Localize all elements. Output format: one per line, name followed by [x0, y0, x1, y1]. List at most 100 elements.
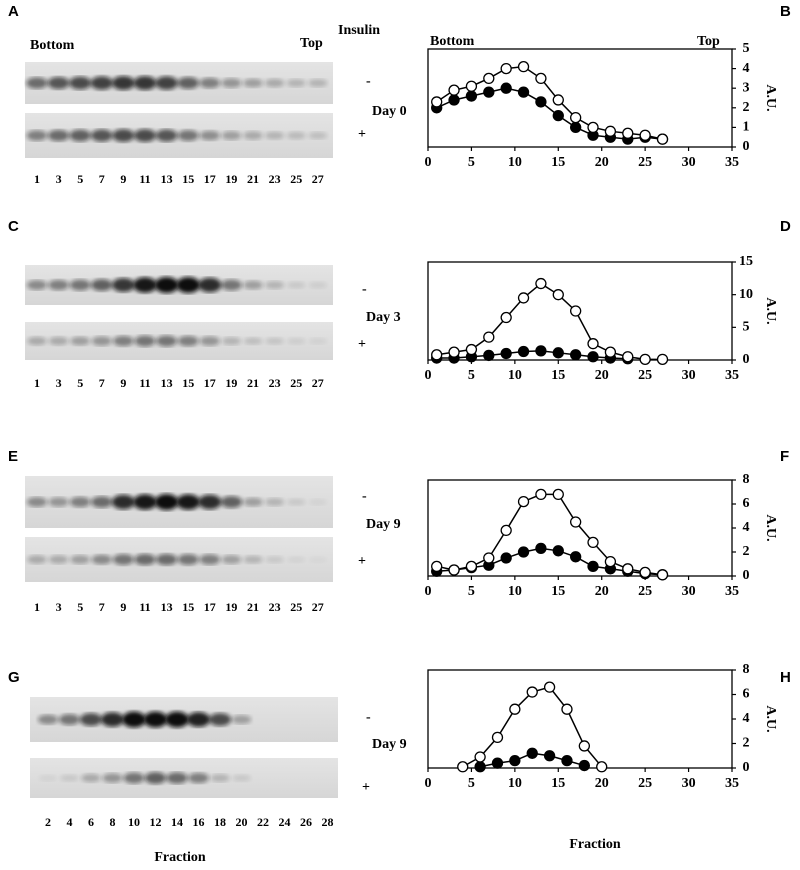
- panel-letter: F: [780, 448, 789, 465]
- blot-band: [123, 772, 145, 784]
- chart-bottom-label: Bottom: [430, 34, 475, 49]
- blot-band: [265, 281, 285, 289]
- lane-label: 23: [269, 376, 281, 390]
- data-point: [517, 60, 530, 73]
- data-point: [483, 86, 495, 98]
- blot-band: [165, 711, 189, 728]
- lane-label: 7: [99, 600, 105, 614]
- y-tick-label: 0: [743, 760, 750, 775]
- y-tick-label: 5: [743, 320, 750, 335]
- blot-band: [264, 78, 285, 88]
- blot-band: [221, 337, 241, 345]
- blot-band: [90, 129, 113, 142]
- lane-label: 25: [290, 376, 302, 390]
- lane-label: 23: [269, 600, 281, 614]
- lane-label: 24: [279, 815, 291, 829]
- data-point: [457, 761, 469, 773]
- blot-band: [144, 772, 167, 784]
- blot-band: [122, 711, 146, 728]
- lane-label: 5: [77, 376, 83, 390]
- x-tick-label: 10: [508, 584, 522, 599]
- data-point: [639, 566, 651, 579]
- data-point: [596, 761, 608, 773]
- blot-band: [155, 76, 178, 90]
- blot-band: [134, 335, 156, 347]
- blot-band: [47, 129, 70, 142]
- data-point: [552, 347, 564, 359]
- panel-letter: C: [8, 218, 19, 235]
- data-point: [431, 96, 443, 108]
- blot-band: [69, 496, 91, 508]
- blot-band: [27, 336, 47, 346]
- x-tick-label: 35: [725, 776, 739, 791]
- blot-band: [286, 498, 306, 506]
- data-point: [622, 127, 634, 139]
- blot-band: [70, 336, 91, 346]
- blot-band: [155, 553, 178, 566]
- series-line: [436, 350, 628, 360]
- y-tick-label: 2: [743, 544, 750, 559]
- data-point: [483, 331, 495, 343]
- data-point: [543, 750, 556, 762]
- blot-band: [198, 494, 222, 510]
- x-tick-label: 35: [725, 155, 739, 170]
- data-point: [448, 564, 460, 576]
- blot-band: [48, 279, 69, 291]
- panel-letter: H: [780, 669, 791, 686]
- lane-label: 28: [322, 815, 334, 829]
- lane-label: 3: [56, 600, 62, 614]
- y-tick-label: 6: [743, 496, 750, 511]
- data-point: [570, 121, 582, 134]
- plot-frame: [427, 48, 733, 148]
- day-label: Day 0: [372, 104, 407, 119]
- blot-band: [199, 554, 221, 565]
- insulin-minus: -: [362, 282, 367, 297]
- data-point: [604, 346, 617, 358]
- blot-band: [69, 76, 92, 90]
- data-point: [639, 129, 651, 141]
- blot-band: [220, 279, 242, 291]
- data-point: [517, 495, 530, 508]
- blot-band: [265, 131, 285, 140]
- insulin-label: Insulin: [338, 23, 380, 38]
- blot-band: [308, 79, 328, 87]
- data-point: [517, 546, 530, 558]
- blot-band: [143, 711, 168, 728]
- data-point: [491, 757, 504, 769]
- data-point: [604, 125, 617, 137]
- y-tick-label: 0: [743, 352, 750, 367]
- data-point: [431, 560, 443, 573]
- day-label: Day 9: [366, 517, 401, 532]
- lane-label: 1: [34, 376, 40, 390]
- lane-label: 5: [77, 600, 83, 614]
- blot-band: [112, 278, 135, 292]
- data-point: [431, 349, 443, 361]
- blot-band: [48, 336, 69, 346]
- blot-band: [309, 556, 327, 562]
- panel-letter: B: [780, 3, 791, 20]
- blot-band: [221, 78, 242, 88]
- data-point: [500, 552, 512, 564]
- x-tick-label: 5: [468, 368, 475, 383]
- x-tick-label: 0: [425, 584, 432, 599]
- data-point: [587, 560, 599, 573]
- data-point: [448, 84, 460, 96]
- data-point: [500, 347, 512, 360]
- lane-label: 16: [193, 815, 205, 829]
- chart-top-label: Top: [697, 34, 720, 49]
- data-point: [526, 686, 538, 698]
- blot-band: [37, 714, 59, 725]
- blot-band: [232, 774, 251, 782]
- blot-band: [176, 277, 201, 293]
- x-tick-label: 30: [682, 155, 696, 170]
- blot-band: [112, 76, 135, 90]
- x-tick-label: 35: [725, 584, 739, 599]
- blot-band: [79, 713, 103, 726]
- data-point: [500, 524, 512, 537]
- insulin-plus: +: [362, 780, 370, 795]
- x-tick-label: 5: [468, 584, 475, 599]
- lane-label: 9: [120, 600, 126, 614]
- insulin-plus: +: [358, 127, 366, 142]
- insulin-minus: -: [362, 489, 367, 504]
